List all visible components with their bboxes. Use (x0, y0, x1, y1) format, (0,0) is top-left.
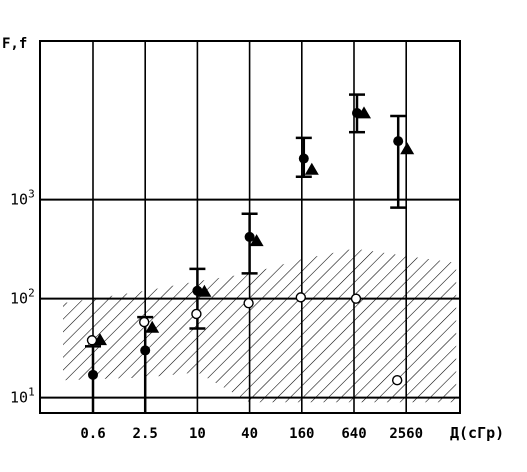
y-axis-label: F,f (2, 36, 27, 52)
x-tick-labels: 0.6 2.5 10 40 160 640 2560 (80, 426, 423, 442)
point-filled-triangle (145, 320, 160, 333)
point-open-circle (243, 297, 254, 309)
hatch-area (63, 248, 457, 403)
point-filled-triangle (304, 162, 319, 175)
point-filled-circle (244, 231, 255, 242)
point-open-circle (138, 316, 150, 328)
point-filled-circle (298, 153, 309, 164)
point-filled-triangle (197, 284, 212, 297)
point-open-circle (392, 375, 403, 386)
x-tick-label: 40 (241, 426, 258, 442)
point-filled-circle (140, 345, 151, 356)
point-filled-circle (88, 369, 98, 380)
y-tick-labels: 101 102 103 (10, 188, 35, 407)
point-filled-triangle (357, 106, 371, 119)
x-tick-label: 2560 (389, 426, 423, 442)
x-tick-label: 2.5 (133, 426, 158, 442)
shaded-region (63, 248, 457, 403)
y-tick-label: 103 (10, 188, 35, 209)
point-open-circle (86, 335, 98, 346)
plot-frame (39, 40, 461, 414)
point-open-circle (191, 308, 202, 320)
point-filled-triangle (249, 234, 264, 247)
x-tick-label: 10 (189, 426, 206, 442)
point-filled-triangle (400, 142, 415, 155)
point-open-circle (350, 293, 362, 304)
x-tick-label: 0.6 (80, 426, 105, 442)
point-filled-circle (393, 136, 404, 147)
x-tick-label: 640 (341, 426, 366, 442)
y-tick-label: 101 (10, 386, 35, 407)
point-open-circle (295, 292, 306, 303)
y-tick-label: 102 (10, 287, 35, 308)
series (85, 93, 415, 413)
x-axis-label: Д(сГр) (450, 424, 504, 442)
x-tick-label: 160 (289, 426, 314, 442)
